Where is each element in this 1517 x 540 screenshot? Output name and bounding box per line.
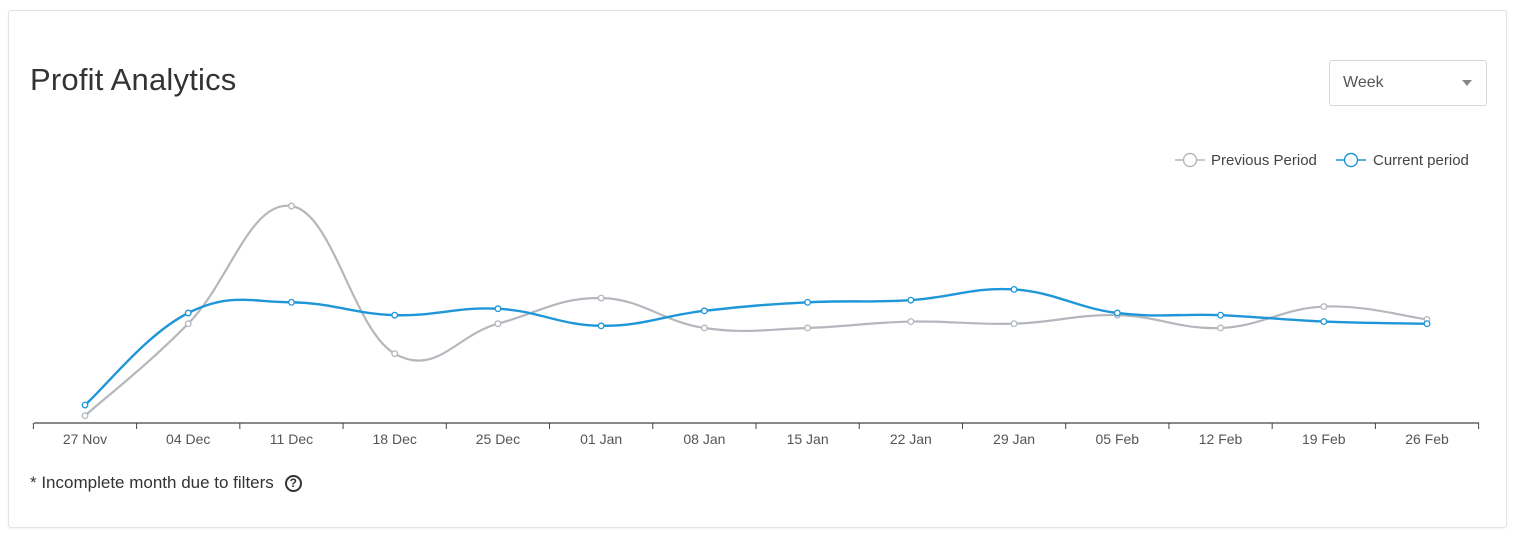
x-tick-label: 26 Feb	[1405, 431, 1449, 447]
x-tick-label: 11 Dec	[270, 431, 313, 447]
x-tick-label: 12 Feb	[1199, 431, 1243, 447]
x-tick-label: 05 Feb	[1096, 431, 1140, 447]
legend-label: Previous Period	[1211, 152, 1317, 169]
chart-legend: Previous Period Current period	[1175, 152, 1469, 169]
legend-item-current-period[interactable]: Current period	[1336, 152, 1469, 169]
data-point-previous-period[interactable]	[907, 318, 915, 326]
x-tick-label: 18 Dec	[373, 431, 417, 447]
data-point-current-period[interactable]	[1010, 286, 1018, 293]
data-point-previous-period[interactable]	[184, 320, 192, 328]
x-tick-label: 15 Jan	[787, 431, 829, 447]
data-point-current-period[interactable]	[597, 322, 605, 330]
legend-item-previous-period[interactable]: Previous Period	[1175, 152, 1317, 169]
data-point-previous-period[interactable]	[1010, 320, 1018, 328]
data-point-current-period[interactable]	[288, 298, 295, 306]
x-tick-label: 22 Jan	[890, 431, 932, 447]
data-point-current-period[interactable]	[494, 305, 502, 313]
data-point-current-period[interactable]	[1320, 318, 1328, 326]
data-point-current-period[interactable]	[1423, 320, 1431, 328]
footnote-text: * Incomplete month due to filters	[30, 473, 274, 492]
data-point-previous-period[interactable]	[804, 324, 812, 332]
data-point-previous-period[interactable]	[391, 350, 399, 358]
data-point-current-period[interactable]	[1217, 311, 1224, 319]
data-point-current-period[interactable]	[391, 311, 399, 319]
profit-analytics-card	[8, 10, 1507, 528]
x-tick-label: 27 Nov	[63, 431, 107, 447]
x-tick-label: 04 Dec	[166, 431, 210, 447]
series-line-previous-period	[84, 204, 1428, 417]
chevron-down-icon	[1462, 80, 1472, 86]
data-point-current-period[interactable]	[700, 307, 708, 315]
data-point-current-period[interactable]	[907, 296, 915, 304]
data-point-current-period[interactable]	[804, 298, 812, 306]
footnote: * Incomplete month due to filters ?	[30, 473, 302, 493]
x-tick-label: 08 Jan	[683, 431, 725, 447]
x-tick-label: 01 Jan	[580, 431, 622, 447]
series-line-current-period	[84, 287, 1428, 406]
data-point-previous-period[interactable]	[1217, 324, 1224, 332]
legend-label: Current period	[1373, 152, 1469, 169]
data-point-previous-period[interactable]	[597, 294, 605, 302]
period-select[interactable]: Week	[1329, 60, 1487, 106]
data-point-previous-period[interactable]	[494, 320, 502, 328]
data-point-current-period[interactable]	[81, 401, 89, 409]
data-point-previous-period[interactable]	[81, 412, 89, 420]
x-tick-label: 29 Jan	[993, 431, 1035, 447]
x-tick-label: 19 Feb	[1302, 431, 1346, 447]
data-point-current-period[interactable]	[1113, 309, 1121, 317]
data-point-previous-period[interactable]	[288, 202, 295, 210]
legend-marker-icon	[1182, 152, 1198, 168]
question-circle-icon[interactable]: ?	[284, 474, 302, 492]
data-point-previous-period[interactable]	[700, 324, 708, 332]
series-previous-period	[81, 202, 1431, 420]
series-layer	[81, 202, 1431, 420]
series-current-period	[81, 286, 1431, 409]
period-select-value: Week	[1343, 74, 1384, 91]
x-axis: 27 Nov 04 Dec 11 Dec 18 Dec 25 Dec 01 Jan 08 J…	[32, 422, 1480, 447]
page-title: Profit Analytics	[30, 62, 237, 97]
x-tick-label: 25 Dec	[476, 431, 520, 447]
legend-marker-icon	[1343, 152, 1359, 168]
data-point-current-period[interactable]	[184, 309, 192, 317]
data-point-previous-period[interactable]	[1320, 303, 1328, 311]
